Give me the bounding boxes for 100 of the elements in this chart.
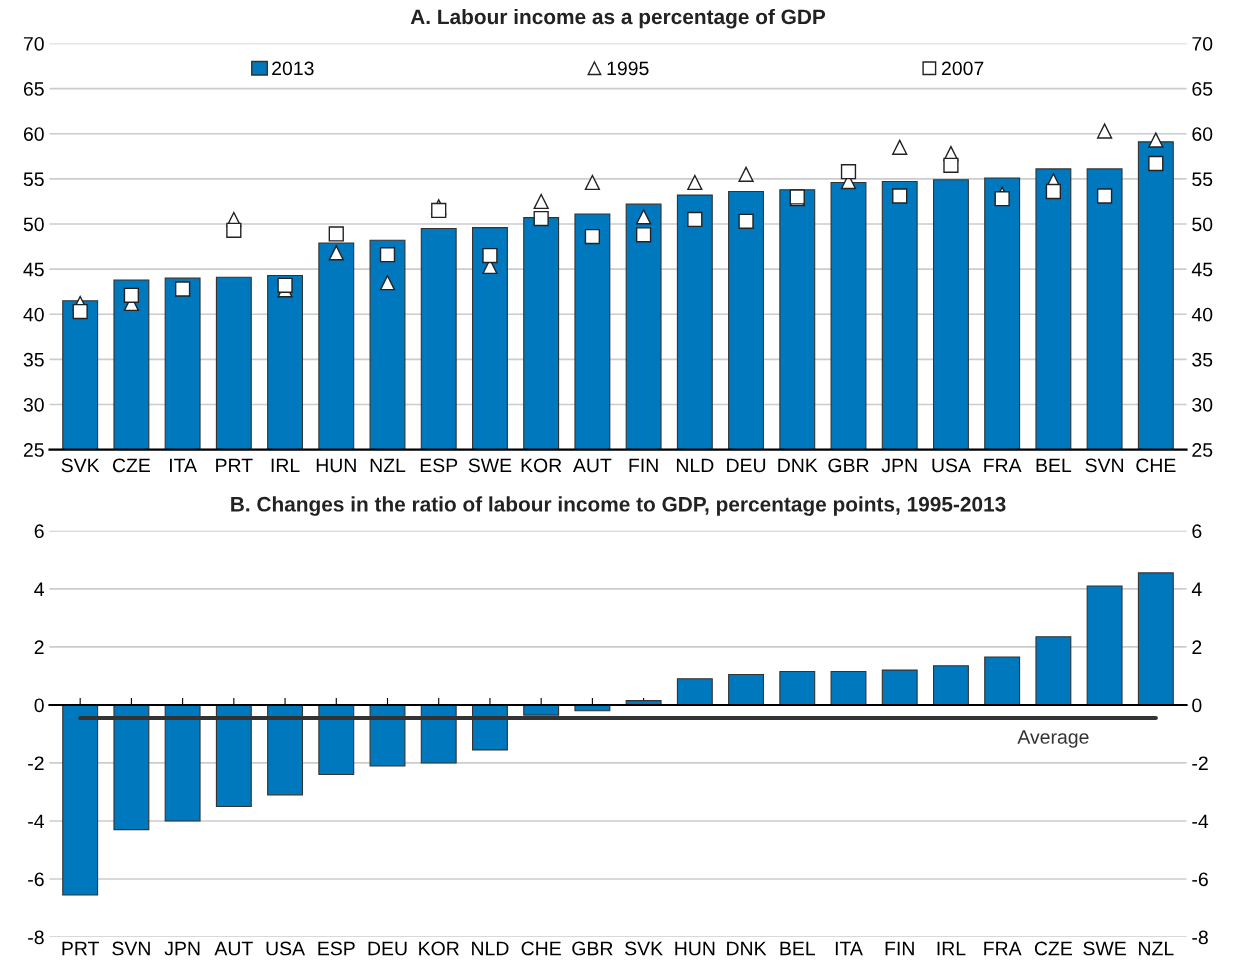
point (994, 191, 1010, 207)
chart-title: A. Labour income as a percentage of GDP (410, 8, 826, 29)
y2-tick-label: 4 (1191, 582, 1202, 596)
y-tick-label: 55 (23, 172, 44, 187)
x-tick-label: CHE (521, 941, 561, 956)
x-tick-label: DEU (727, 458, 766, 473)
y-tick-label: 40 (23, 307, 44, 322)
point (482, 247, 498, 264)
x-tick-label: ITA (170, 458, 197, 473)
x-tick-label: USA (932, 458, 971, 473)
x-tick-label: PRT (62, 941, 99, 956)
point (635, 209, 652, 225)
legend-label: 2013 (272, 61, 314, 76)
y2-tick-label: 6 (1192, 524, 1202, 539)
x-tick-label: DNK (778, 458, 818, 473)
y2-tick-label: 50 (1192, 217, 1213, 232)
x-tick-label: BEL (780, 941, 816, 956)
y-tick-label: 2 (34, 640, 44, 654)
y-tick-label: 4 (34, 582, 45, 596)
y2-tick-label: -6 (1192, 872, 1208, 887)
legend-label: 1995 (607, 61, 649, 76)
x-tick-label: FIN (629, 458, 658, 473)
y-tick-label: -8 (28, 930, 44, 945)
y-tick-label: 70 (23, 36, 44, 51)
point (379, 247, 396, 263)
y2-tick-label: 40 (1191, 307, 1213, 322)
y2-tick-label: 60 (1192, 127, 1213, 141)
x-tick-label: SVN (112, 941, 150, 956)
bar (779, 671, 816, 706)
x-tick-label: GBR (828, 458, 869, 473)
x-tick-label: IRL (937, 941, 966, 956)
y2-tick-label: 55 (1192, 172, 1213, 187)
x-tick-label: USA (266, 941, 306, 956)
x-tick-label: ESP (318, 941, 355, 956)
y-tick-label: 25 (23, 443, 44, 457)
y-tick-label: 0 (34, 698, 44, 713)
bar (1035, 636, 1072, 706)
x-tick-label: ESP (420, 458, 458, 473)
x-tick-label: SVK (625, 941, 663, 956)
x-tick-label: GBR (572, 941, 613, 956)
y2-tick-label: 25 (1192, 443, 1213, 457)
point (1148, 155, 1164, 172)
point (840, 163, 857, 180)
point (584, 228, 601, 245)
y2-tick-label: 0 (1192, 698, 1202, 713)
y-tick-label: 50 (23, 217, 44, 232)
x-tick-label: JPN (881, 458, 917, 473)
x-tick-label: DEU (368, 941, 407, 956)
y-tick-label: -4 (28, 814, 45, 829)
point (533, 210, 549, 227)
y-tick-label: 65 (23, 82, 44, 96)
point (431, 202, 447, 219)
chart-title: B. Changes in the ratio of labour income to GDP, percentage points, 1995-2013 (231, 496, 1006, 516)
x-tick-label: NLD (472, 941, 509, 956)
x-tick-label: FRA (984, 941, 1022, 956)
x-tick-label: SVN (1085, 458, 1124, 473)
y-tick-label: 30 (23, 397, 44, 412)
bar (1086, 585, 1123, 706)
bar (728, 673, 765, 706)
y-tick-label: 45 (23, 262, 44, 277)
x-tick-label: CHE (1136, 458, 1176, 473)
y2-tick-label: -8 (1192, 930, 1208, 945)
point (123, 287, 140, 303)
x-tick-label: NZL (1139, 941, 1174, 956)
x-tick-label: BEL (1036, 458, 1072, 473)
x-tick-label: CZE (112, 458, 150, 473)
y-tick-label: 6 (34, 524, 44, 539)
x-tick-label: HUN (316, 458, 356, 473)
x-tick-label: CZE (1034, 941, 1072, 956)
y-tick-label: 60 (23, 127, 44, 141)
x-tick-label: KOR (419, 941, 459, 956)
bar (1137, 572, 1174, 706)
legend-label: 2007 (941, 61, 984, 76)
x-tick-label: SWE (1083, 941, 1126, 956)
x-tick-label: ITA (835, 941, 863, 956)
y2-tick-label: 30 (1192, 397, 1213, 412)
x-tick-label: FRA (984, 458, 1022, 473)
x-tick-label: NZL (370, 458, 406, 473)
point (328, 245, 344, 261)
x-tick-label: SWE (468, 458, 512, 473)
x-tick-label: IRL (271, 458, 300, 473)
x-tick-label: AUT (214, 941, 253, 956)
x-tick-label: HUN (675, 941, 715, 956)
y-tick-label: -2 (28, 756, 44, 770)
point (277, 277, 293, 293)
y2-tick-label: -2 (1192, 756, 1208, 770)
point (892, 188, 908, 204)
y2-tick-label: 70 (1192, 36, 1213, 51)
bar (984, 656, 1021, 706)
bar (676, 678, 713, 706)
y2-tick-label: 45 (1191, 262, 1213, 277)
x-tick-label: AUT (572, 458, 612, 473)
y2-tick-label: 2 (1192, 640, 1202, 654)
x-tick-label: JPN (164, 941, 200, 956)
x-tick-label: FIN (885, 941, 914, 956)
point (72, 303, 88, 320)
bar (830, 671, 867, 706)
y2-tick-label: 65 (1192, 82, 1213, 96)
ref-line-label: Average (1017, 730, 1089, 748)
x-tick-label: SVK (61, 458, 100, 473)
